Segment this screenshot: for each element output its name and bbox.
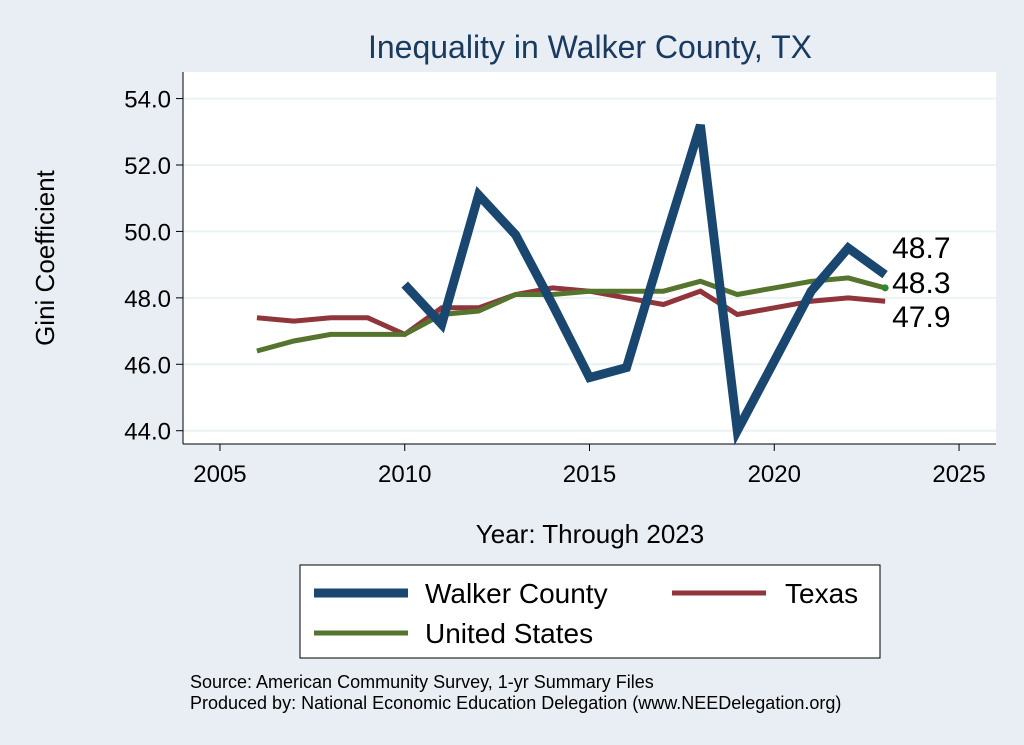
x-tick-label: 2025 [932,461,985,488]
legend-label-walker-county: Walker County [425,578,608,609]
y-tick-label: 52.0 [124,153,171,180]
x-tick-label: 2020 [748,461,801,488]
y-axis-label: Gini Coefficient [30,169,60,346]
legend-box [299,564,881,659]
end-point-marker [881,284,889,292]
y-tick-label: 48.0 [124,286,171,313]
end-label-walker-county: 48.7 [892,232,950,265]
series-lines [256,123,889,446]
y-tick-label: 44.0 [124,419,171,446]
end-label-texas: 47.9 [892,301,950,334]
x-tick-label: 2010 [378,461,431,488]
x-tick-label: 2005 [193,461,246,488]
legend-label-united-states: United States [425,618,593,649]
axes: 44.0 46.0 48.0 50.0 52.0 54.0 2005 2010 2015 2020… [124,72,996,488]
source-line-2: Produced by: National Economic Education… [190,693,841,713]
series-line-walker-county [401,123,888,446]
y-tick-label: 54.0 [124,87,171,114]
x-axis-label: Year: Through 2023 [476,519,704,549]
legend-label-texas: Texas [785,578,858,609]
series-line-united-states [256,275,886,354]
gridlines [183,97,996,432]
source-line-1: Source: American Community Survey, 1-yr … [190,672,654,692]
plot-area [183,72,996,444]
end-label-united-states: 48.3 [892,267,950,300]
legend: Walker County Texas United States [299,564,881,659]
chart-title: Inequality in Walker County, TX [368,29,812,65]
series-line-texas [256,285,886,338]
end-labels: 48.748.347.9 [892,232,950,334]
x-tick-label: 2015 [563,461,616,488]
y-tick-label: 50.0 [124,219,171,246]
y-tick-label: 46.0 [124,352,171,379]
